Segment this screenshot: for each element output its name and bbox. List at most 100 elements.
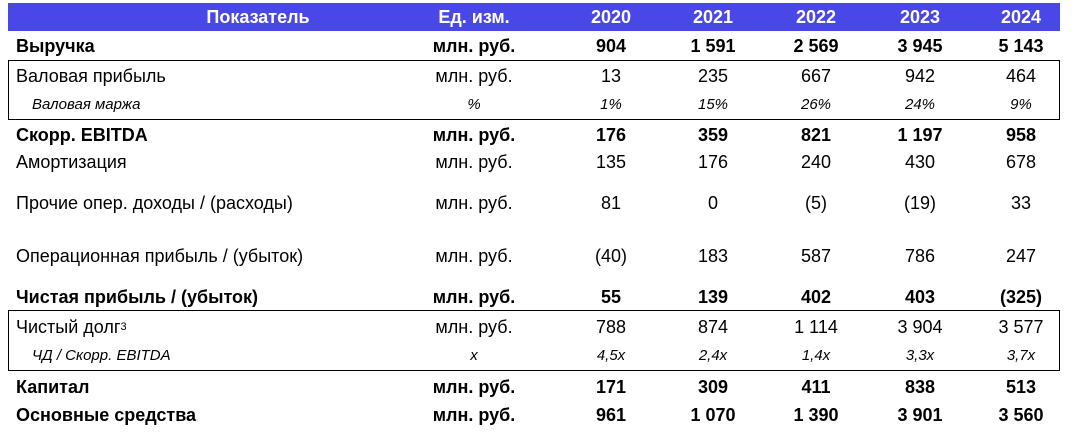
row-label: Скорр. EBITDA <box>16 124 148 145</box>
row-unit: % <box>467 95 481 113</box>
row-value: 171 <box>595 376 627 397</box>
row-unit: млн. руб. <box>432 376 516 397</box>
row-unit: млн. руб. <box>432 124 516 145</box>
row-value: 788 <box>595 316 627 337</box>
row-unit: млн. руб. <box>432 35 516 56</box>
row-value: 9% <box>1010 95 1032 113</box>
row-value: 5 143 <box>998 35 1044 56</box>
table-row: Скорр. EBITDA млн. руб. 176 359 821 1 19… <box>8 121 1060 149</box>
header-year: 2023 <box>899 6 941 27</box>
row-value: 3,7x <box>1006 346 1036 364</box>
table-row: Прочие опер. доходы / (расходы) млн. руб… <box>8 189 1060 217</box>
row-value: (5) <box>805 192 827 213</box>
row-value: 464 <box>1005 65 1037 86</box>
row-unit: млн. руб. <box>432 404 516 425</box>
net-debt-box <box>8 310 1060 371</box>
row-value: 667 <box>800 65 832 86</box>
row-unit: млн. руб. <box>435 65 513 86</box>
table-row: Чистая прибыль / (убыток) млн. руб. 55 1… <box>8 283 1060 311</box>
row-value: 1 390 <box>793 404 839 425</box>
row-label: Валовая прибыль <box>16 65 166 86</box>
row-value: 961 <box>595 404 627 425</box>
row-value: 1% <box>600 95 622 113</box>
row-value: 587 <box>800 245 832 266</box>
row-value: 176 <box>697 151 729 172</box>
row-value: 235 <box>697 65 729 86</box>
row-value: 55 <box>600 286 622 307</box>
header-year: 2021 <box>692 6 734 27</box>
table-header: Показатель Ед. изм. 2020 2021 2022 2023 … <box>8 3 1060 31</box>
row-value: 240 <box>800 151 832 172</box>
header-year: 2022 <box>795 6 837 27</box>
row-value: 26% <box>800 95 832 113</box>
row-label-text: Чистый долг <box>16 316 121 337</box>
row-value: 411 <box>801 376 831 397</box>
row-value: 1 114 <box>794 316 838 337</box>
table-row: ЧД / Скорр. EBITDA x 4,5x 2,4x 1,4x 3,3x… <box>8 341 1060 369</box>
row-value: 942 <box>904 65 936 86</box>
row-value: 430 <box>904 151 936 172</box>
row-value: 1,4x <box>801 346 831 364</box>
row-value: 1 197 <box>897 124 943 145</box>
row-value: (40) <box>594 245 627 266</box>
row-value: 958 <box>1005 124 1037 145</box>
row-value: 874 <box>697 316 729 337</box>
row-label: Чистый долг 3 <box>16 316 127 337</box>
table-row: Выручка млн. руб. 904 1 591 2 569 3 945 … <box>8 33 1060 59</box>
row-value: 81 <box>600 192 622 213</box>
row-value: 1 591 <box>690 35 736 56</box>
row-label: Выручка <box>16 35 95 56</box>
row-value: 176 <box>595 124 627 145</box>
row-value: 3 901 <box>897 404 943 425</box>
row-unit: млн. руб. <box>432 286 516 307</box>
row-value: 15% <box>697 95 729 113</box>
row-value: 139 <box>697 286 729 307</box>
row-label: ЧД / Скорр. EBITDA <box>32 346 171 364</box>
row-value: 904 <box>595 35 627 56</box>
row-value: 786 <box>904 245 936 266</box>
row-label: Чистая прибыль / (убыток) <box>16 286 259 307</box>
row-value: 2 569 <box>793 35 839 56</box>
row-value: 359 <box>697 124 729 145</box>
row-value: 3 560 <box>998 404 1044 425</box>
table-row: Основные средства млн. руб. 961 1 070 1 … <box>8 401 1060 429</box>
table-row: Амортизация млн. руб. 135 176 240 430 67… <box>8 148 1060 176</box>
row-value: 838 <box>904 376 936 397</box>
row-value: 403 <box>904 286 936 307</box>
table-row: Капитал млн. руб. 171 309 411 838 513 <box>8 373 1060 401</box>
table-row: Операционная прибыль / (убыток) млн. руб… <box>8 242 1060 270</box>
row-value: 1 070 <box>690 404 736 425</box>
gross-profit-box <box>8 60 1060 120</box>
row-label: Прочие опер. доходы / (расходы) <box>16 192 293 213</box>
row-value: 402 <box>800 286 832 307</box>
row-unit: млн. руб. <box>435 192 513 213</box>
table-row: Чистый долг 3 млн. руб. 788 874 1 114 3 9… <box>8 313 1060 341</box>
row-value: 678 <box>1005 151 1037 172</box>
row-unit: млн. руб. <box>435 151 513 172</box>
row-unit: млн. руб. <box>435 245 513 266</box>
row-label: Амортизация <box>16 151 127 172</box>
row-value: 2,4x <box>698 346 728 364</box>
row-value: 0 <box>707 192 718 213</box>
row-value: 24% <box>904 95 936 113</box>
header-year: 2024 <box>1000 6 1042 27</box>
table-row: Валовая прибыль млн. руб. 13 235 667 942… <box>8 62 1060 90</box>
row-value: 135 <box>595 151 627 172</box>
row-value: 33 <box>1010 192 1032 213</box>
row-unit: x <box>470 346 478 364</box>
table-row: Валовая маржа % 1% 15% 26% 24% 9% <box>8 90 1060 118</box>
row-label: Операционная прибыль / (убыток) <box>16 245 304 266</box>
row-value: 183 <box>697 245 729 266</box>
row-value: 821 <box>800 124 832 145</box>
row-value: 3 577 <box>998 316 1044 337</box>
row-value: 3 904 <box>897 316 943 337</box>
row-value: 513 <box>1005 376 1037 397</box>
row-value: 247 <box>1005 245 1037 266</box>
row-label: Валовая маржа <box>32 95 141 113</box>
row-label: Капитал <box>16 376 90 397</box>
row-value: 309 <box>697 376 729 397</box>
row-value: (19) <box>903 192 936 213</box>
row-value: 13 <box>600 65 622 86</box>
header-indicator: Показатель <box>206 6 310 27</box>
row-value: 3 945 <box>897 35 943 56</box>
